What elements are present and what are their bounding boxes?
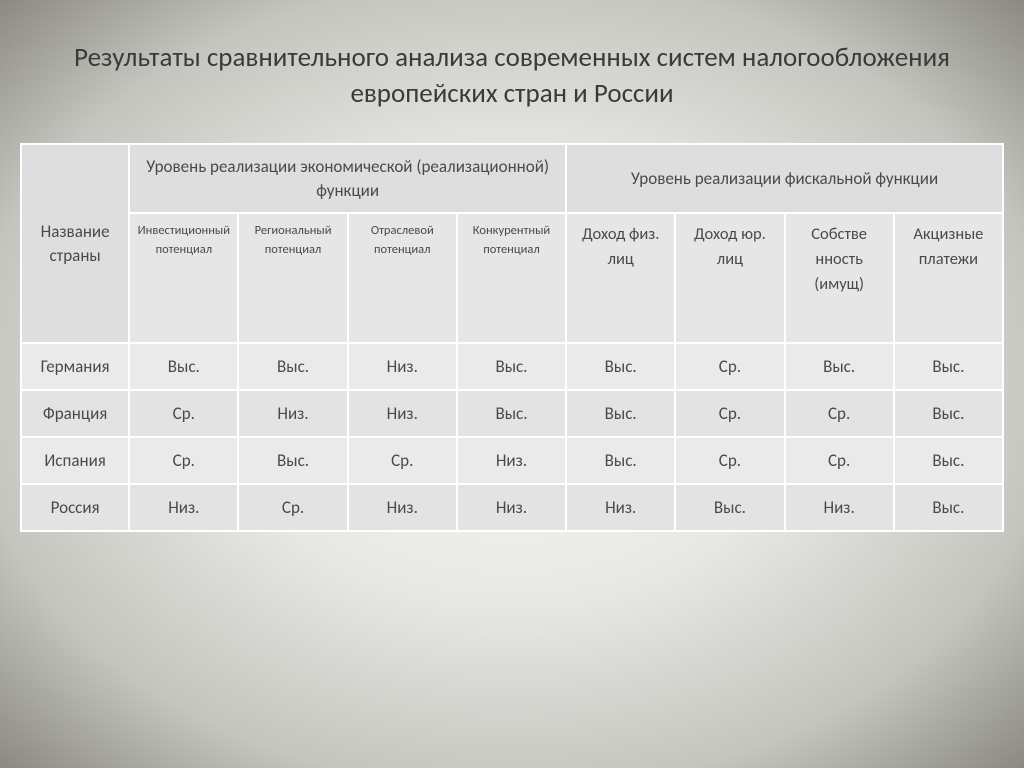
cell-value: Выс.	[129, 343, 238, 390]
subheader-industry: Отраслевой потенциал	[348, 213, 457, 343]
table-row: Испания Ср. Выс. Ср. Низ. Выс. Ср. Ср. В…	[21, 437, 1003, 484]
cell-country: Германия	[21, 343, 129, 390]
cell-value: Выс.	[238, 343, 347, 390]
cell-value: Выс.	[675, 484, 784, 531]
cell-value: Низ.	[348, 484, 457, 531]
cell-value: Ср.	[129, 437, 238, 484]
cell-value: Низ.	[348, 390, 457, 437]
cell-value: Выс.	[566, 390, 675, 437]
cell-value: Ср.	[785, 390, 894, 437]
cell-value: Низ.	[129, 484, 238, 531]
subheader-excise: Акцизные платежи	[894, 213, 1003, 343]
cell-value: Ср.	[348, 437, 457, 484]
table-row: Германия Выс. Выс. Низ. Выс. Выс. Ср. Вы…	[21, 343, 1003, 390]
cell-value: Ср.	[675, 390, 784, 437]
cell-value: Выс.	[894, 437, 1003, 484]
cell-value: Ср.	[675, 437, 784, 484]
cell-value: Выс.	[894, 390, 1003, 437]
table-header-row-1: Название страны Уровень реализации эконо…	[21, 144, 1003, 214]
cell-value: Низ.	[238, 390, 347, 437]
table-header-row-2: Инвестиционный потенциал Региональный по…	[21, 213, 1003, 343]
subheader-income-legal: Доход юр. лиц	[675, 213, 784, 343]
cell-value: Ср.	[675, 343, 784, 390]
table-row: Россия Низ. Ср. Низ. Низ. Низ. Выс. Низ.…	[21, 484, 1003, 531]
subheader-competitive: Конкурентный потенциал	[457, 213, 566, 343]
header-country: Название страны	[21, 144, 129, 344]
subheader-regional: Региональный потенциал	[238, 213, 347, 343]
cell-value: Выс.	[894, 343, 1003, 390]
cell-value: Низ.	[785, 484, 894, 531]
comparison-table: Название страны Уровень реализации эконо…	[20, 143, 1004, 533]
cell-value: Выс.	[566, 343, 675, 390]
cell-value: Выс.	[566, 437, 675, 484]
subheader-investment: Инвестиционный потенциал	[129, 213, 238, 343]
cell-value: Выс.	[457, 343, 566, 390]
cell-value: Выс.	[457, 390, 566, 437]
header-fiscal: Уровень реализации фискальной функции	[566, 144, 1003, 214]
cell-value: Выс.	[785, 343, 894, 390]
cell-value: Низ.	[348, 343, 457, 390]
cell-country: Испания	[21, 437, 129, 484]
cell-value: Выс.	[894, 484, 1003, 531]
cell-country: Франция	[21, 390, 129, 437]
subheader-property: Собстве нность (имущ)	[785, 213, 894, 343]
cell-country: Россия	[21, 484, 129, 531]
cell-value: Ср.	[129, 390, 238, 437]
table-row: Франция Ср. Низ. Низ. Выс. Выс. Ср. Ср. …	[21, 390, 1003, 437]
subheader-income-individual: Доход физ. лиц	[566, 213, 675, 343]
cell-value: Низ.	[457, 437, 566, 484]
cell-value: Ср.	[238, 484, 347, 531]
cell-value: Низ.	[566, 484, 675, 531]
cell-value: Выс.	[238, 437, 347, 484]
page-title: Результаты сравнительного анализа соврем…	[20, 40, 1004, 113]
cell-value: Ср.	[785, 437, 894, 484]
cell-value: Низ.	[457, 484, 566, 531]
header-economic: Уровень реализации экономической (реализ…	[129, 144, 566, 214]
